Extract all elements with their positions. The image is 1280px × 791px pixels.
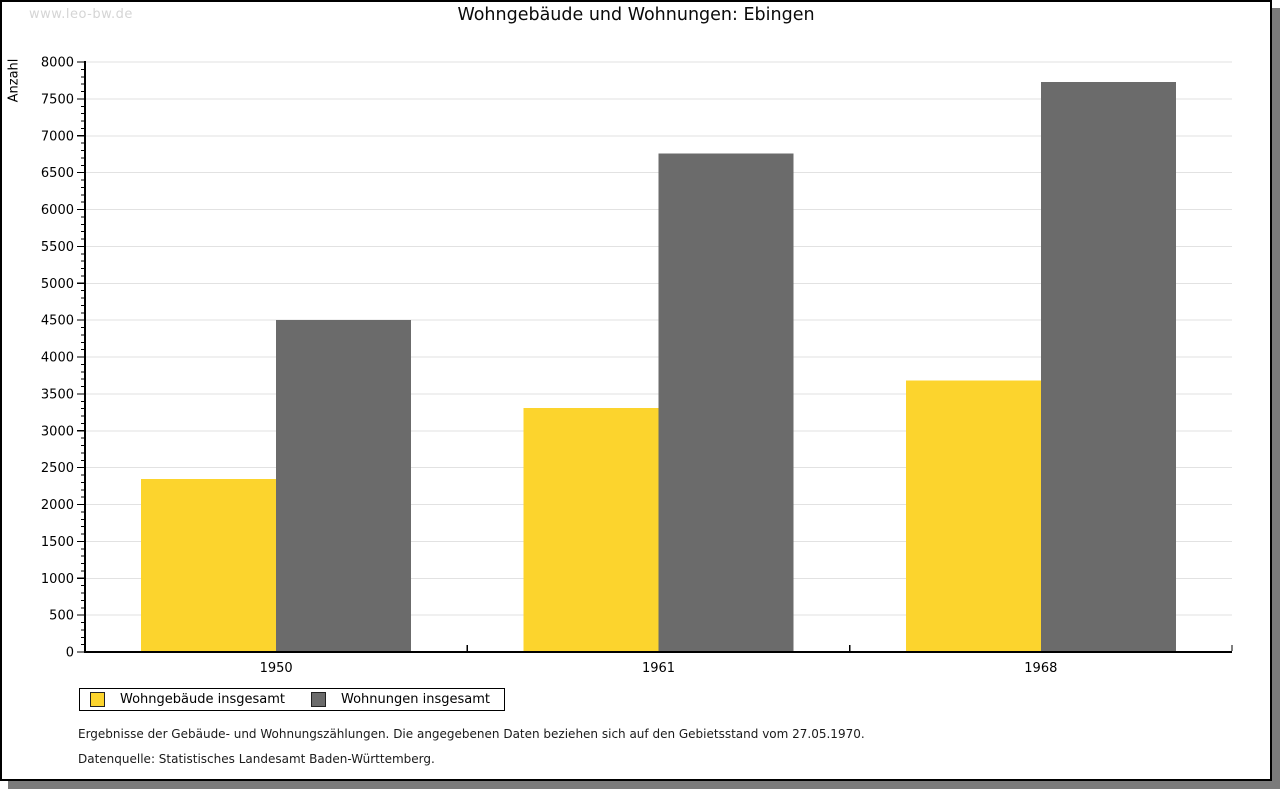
y-tick-label: 6000	[41, 203, 74, 218]
bar-wohngebaeude-1961	[523, 407, 659, 652]
y-tick-label: 7500	[41, 92, 74, 107]
y-tick-label: 5500	[41, 240, 74, 255]
y-tick-label: 2000	[41, 498, 74, 513]
bar-wohnungen-1950	[276, 320, 412, 652]
y-tick-label: 0	[66, 646, 74, 661]
y-tick-label: 1000	[41, 572, 74, 587]
x-category-label: 1950	[260, 661, 293, 676]
y-tick-label: 4500	[41, 314, 74, 329]
bar-wohnungen-1968	[1040, 81, 1176, 653]
y-tick-label: 4000	[41, 351, 74, 366]
bar-wohngebaeude-1950	[141, 479, 277, 652]
bar-wohngebaeude-1968	[905, 380, 1041, 652]
y-tick-label: 6500	[41, 166, 74, 181]
y-tick-label: 3500	[41, 387, 74, 402]
y-tick-label: 3000	[41, 424, 74, 439]
legend-label-wohnungen: Wohnungen insgesamt	[341, 692, 490, 707]
y-tick-label: 1500	[41, 535, 74, 550]
footnote-datenquelle: Datenquelle: Statistisches Landesamt Bad…	[78, 752, 435, 766]
watermark: www.leo-bw.de	[29, 7, 133, 22]
y-tick-label: 500	[49, 609, 74, 624]
y-tick-label: 8000	[41, 56, 74, 71]
legend-swatch-yellow-icon	[90, 692, 105, 707]
x-category-label: 1961	[642, 661, 675, 676]
legend-label-wohngebaeude: Wohngebäude insgesamt	[120, 692, 285, 707]
y-tick-label: 7000	[41, 129, 74, 144]
legend: Wohngebäude insgesamt Wohnungen insgesam…	[79, 688, 505, 711]
footnote-gebietsstand: Ergebnisse der Gebäude- und Wohnungszähl…	[78, 727, 865, 741]
legend-item-wohngebaeude: Wohngebäude insgesamt	[90, 692, 285, 707]
y-tick-label: 5000	[41, 277, 74, 292]
legend-swatch-gray-icon	[311, 692, 326, 707]
chart-title: Wohngebäude und Wohnungen: Ebingen	[457, 5, 815, 25]
x-category-label: 1968	[1024, 661, 1057, 676]
y-tick-label: 2500	[41, 461, 74, 476]
legend-item-wohnungen: Wohnungen insgesamt	[311, 692, 490, 707]
bar-wohnungen-1961	[658, 153, 794, 652]
